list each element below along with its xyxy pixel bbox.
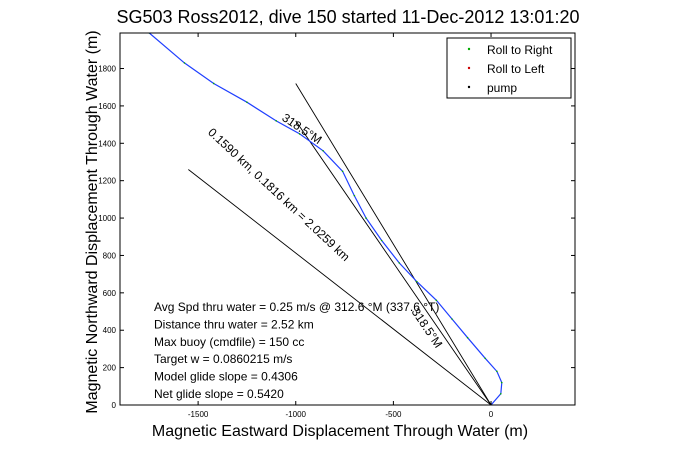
track-point bbox=[275, 120, 278, 122]
y-tick-label: 1600 bbox=[98, 102, 116, 111]
track-point bbox=[500, 381, 503, 384]
track-point bbox=[322, 149, 324, 152]
track-point bbox=[353, 194, 356, 197]
x-tick-label: -1500 bbox=[188, 410, 209, 419]
y-tick-label: 800 bbox=[103, 251, 117, 260]
legend-box bbox=[446, 37, 572, 99]
line-label-2: 0.1590 km, 0.1816 km = 2.0259 km bbox=[205, 125, 352, 264]
track-point bbox=[416, 280, 418, 283]
y-tick-label: 200 bbox=[103, 364, 117, 373]
legend-marker-1 bbox=[467, 47, 471, 51]
legend: Roll to Right Roll to Left pump bbox=[446, 37, 572, 99]
x-axis-label: Magnetic Eastward Displacement Through W… bbox=[152, 423, 528, 440]
stats-line-3: Max buoy (cmdfile) = 150 cc bbox=[154, 335, 304, 349]
track-point bbox=[298, 133, 301, 135]
track-point bbox=[496, 370, 498, 373]
track-point bbox=[451, 318, 453, 320]
stats-annotation-block: Avg Spd thru water = 0.25 m/s @ 312.6 °M… bbox=[154, 300, 439, 401]
legend-marker-3 bbox=[467, 85, 471, 89]
stats-line-6: Net glide slope = 0.5420 bbox=[154, 387, 284, 401]
track-point bbox=[466, 336, 469, 339]
chart-title: SG503 Ross2012, dive 150 started 11-Dec-… bbox=[117, 7, 580, 27]
track-point bbox=[212, 82, 215, 85]
line-label-1: 318.5°M bbox=[279, 110, 324, 147]
stats-line-4: Target w = 0.0860215 m/s bbox=[154, 352, 292, 366]
heading-line-2 bbox=[295, 120, 492, 405]
track-point bbox=[499, 392, 502, 395]
y-tick-label: 1800 bbox=[98, 65, 116, 74]
track-point bbox=[484, 357, 486, 360]
track-point bbox=[398, 262, 401, 264]
y-tick-label: 1000 bbox=[98, 214, 116, 223]
y-axis-label: Magnetic Northward Displacement Through … bbox=[84, 30, 101, 413]
stats-line-5: Model glide slope = 0.4306 bbox=[154, 370, 298, 384]
y-tick-label: 600 bbox=[103, 289, 117, 298]
track-point bbox=[183, 62, 186, 64]
x-axis-ticks: -1500 -1000 -500 0 bbox=[188, 33, 494, 419]
legend-label-1: Roll to Right bbox=[487, 43, 553, 57]
track-point bbox=[435, 299, 438, 302]
x-tick-label: -1000 bbox=[286, 410, 307, 419]
track-point bbox=[341, 170, 344, 173]
track-point bbox=[365, 217, 367, 219]
y-tick-label: 1200 bbox=[98, 177, 116, 186]
heading-line-3 bbox=[295, 83, 492, 405]
y-tick-label: 1400 bbox=[98, 139, 116, 148]
y-tick-label: 400 bbox=[103, 326, 117, 335]
axes-frame bbox=[119, 32, 576, 406]
legend-label-3: pump bbox=[487, 81, 517, 95]
stats-line-2: Distance thru water = 2.52 km bbox=[154, 317, 314, 331]
dive-track-points bbox=[148, 33, 503, 405]
legend-marker-2 bbox=[467, 66, 471, 70]
track-point bbox=[246, 101, 248, 103]
track-point bbox=[380, 239, 383, 242]
y-axis-ticks: 0 200 400 600 800 1000 1200 1400 1600 1800 bbox=[98, 65, 575, 410]
legend-label-2: Roll to Left bbox=[487, 62, 545, 76]
y-tick-label: 0 bbox=[112, 401, 117, 410]
stats-line-1: Avg Spd thru water = 0.25 m/s @ 312.6 °M… bbox=[154, 300, 439, 314]
heading-line-1 bbox=[188, 169, 492, 405]
x-tick-label: 0 bbox=[489, 410, 494, 419]
x-tick-label: -500 bbox=[385, 410, 402, 419]
